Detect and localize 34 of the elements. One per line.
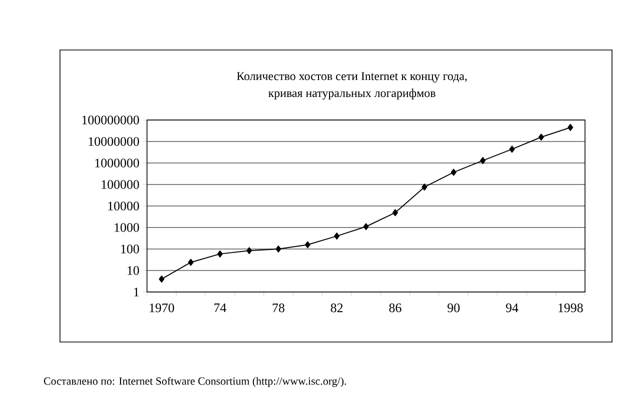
point <box>568 124 574 131</box>
point <box>422 184 428 191</box>
point <box>450 168 456 176</box>
point <box>246 247 252 254</box>
y-tick-label: 100000000 <box>82 116 140 124</box>
x-tick-label: 90 <box>448 304 460 312</box>
point <box>363 223 369 230</box>
y-tick-label: 10000000 <box>88 137 140 146</box>
point <box>392 209 398 216</box>
point <box>217 250 223 258</box>
point <box>334 232 340 240</box>
x-tick-label: 1970 <box>150 304 174 312</box>
chart-title: Количество хостов сети Internet к концу года, кривая натуральных логарифмов <box>236 72 467 100</box>
point <box>188 258 194 266</box>
x-tick-label: 86 <box>389 304 402 312</box>
x-tick-label: 74 <box>214 303 226 312</box>
text: Составлено по: Internet Software Consortium (http://www.isc.org/). <box>44 376 346 388</box>
y-tick-label: 1000000 <box>95 158 140 168</box>
x-tick-label: 94 <box>506 303 518 312</box>
x-tick-label: 82 <box>330 304 343 312</box>
x-tick-label: 78 <box>272 304 284 312</box>
point <box>304 241 310 248</box>
y-tick-label: 1000 <box>114 223 140 232</box>
x-tick-label: 1998 <box>558 304 583 312</box>
point <box>480 157 486 164</box>
point <box>509 146 515 153</box>
y-tick-label: 100 <box>121 244 140 254</box>
y-tick-label: 100000 <box>102 180 140 189</box>
point <box>538 134 544 141</box>
point <box>158 276 164 283</box>
y-tick-label: 1 <box>134 288 139 296</box>
point <box>276 246 282 252</box>
y-tick-label: 10 <box>128 266 140 275</box>
y-tick-label: 10000 <box>108 202 140 210</box>
